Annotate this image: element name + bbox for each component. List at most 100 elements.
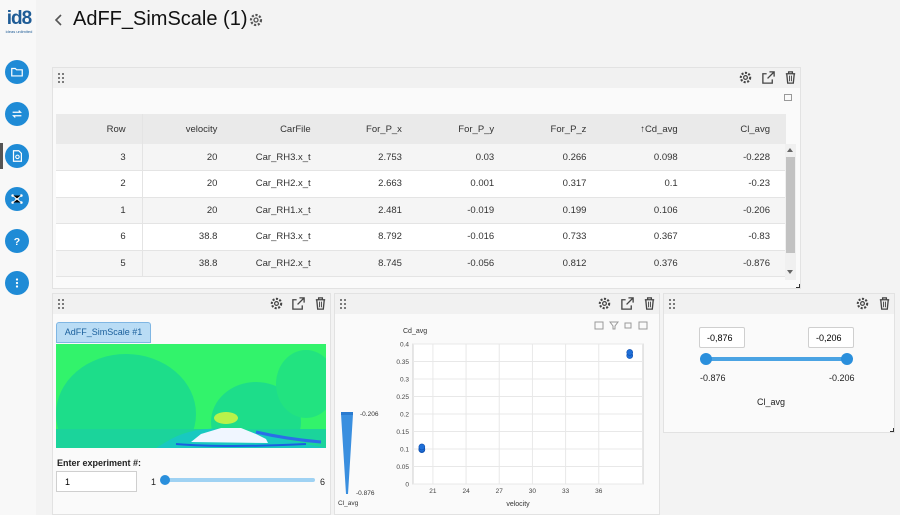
- column-header[interactable]: CarFile: [233, 114, 327, 144]
- scroll-down-arrow-icon[interactable]: [787, 270, 793, 274]
- copy-icon[interactable]: [624, 322, 632, 329]
- tab-simulation-1[interactable]: AdFF_SimScale #1: [56, 322, 151, 343]
- column-header[interactable]: Cl_avg: [693, 114, 786, 144]
- open-external-icon[interactable]: [620, 296, 635, 311]
- table-cell: -0.206: [693, 197, 786, 224]
- x-axis-label: velocity: [506, 501, 530, 508]
- table-cell: Car_RH3.x_t: [233, 144, 327, 171]
- column-header[interactable]: For_P_y: [417, 114, 511, 144]
- delete-icon[interactable]: [313, 296, 328, 311]
- range-max-label: -0.206: [829, 373, 855, 383]
- table-row[interactable]: 6 38.8 Car_RH3.x_t 8.792 -0.016 0.733 0.…: [56, 223, 786, 251]
- table-cell: 2.481: [326, 197, 418, 224]
- table-cell: 0.367: [602, 223, 694, 251]
- folder-icon: [11, 67, 23, 77]
- x-tick-label: 30: [529, 488, 537, 495]
- lasso-select-icon[interactable]: [609, 321, 619, 330]
- logo[interactable]: id8 ideas unlimited: [3, 9, 35, 35]
- delete-icon[interactable]: [642, 296, 657, 311]
- settings-gear-icon[interactable]: [248, 12, 264, 28]
- zoom-box-icon[interactable]: [594, 321, 604, 330]
- sidebar-item-transfer[interactable]: [5, 102, 29, 126]
- delete-icon[interactable]: [877, 296, 892, 311]
- range-slider-track[interactable]: [706, 357, 847, 361]
- resize-handle-icon[interactable]: [796, 284, 800, 288]
- experiment-slider-track[interactable]: [163, 478, 315, 482]
- color-legend-bar: [341, 414, 353, 494]
- panel-settings-icon[interactable]: [855, 296, 870, 311]
- y-tick-label: 0: [405, 482, 409, 489]
- open-external-icon[interactable]: [761, 70, 776, 85]
- panel-settings-icon[interactable]: [597, 296, 612, 311]
- sidebar-item-network[interactable]: [5, 187, 29, 211]
- column-header[interactable]: Row: [56, 114, 143, 144]
- table-row[interactable]: 5 38.8 Car_RH2.x_t 8.745 -0.056 0.812 0.…: [56, 250, 786, 277]
- table-cell: 2.753: [326, 144, 418, 171]
- collapse-icon[interactable]: [784, 94, 792, 101]
- table-cell: 0.106: [602, 197, 694, 224]
- reset-view-icon[interactable]: [638, 321, 648, 330]
- table-cell: -0.016: [417, 223, 511, 251]
- experiment-slider-max: 6: [320, 477, 326, 487]
- page-title: AdFF_SimScale (1): [73, 8, 248, 30]
- range-max-input[interactable]: [808, 327, 854, 348]
- y-tick-label: 0.2: [400, 412, 409, 419]
- panel-settings-icon[interactable]: [738, 70, 753, 85]
- y-tick-label: 0.4: [400, 342, 409, 349]
- panel-settings-icon[interactable]: [269, 296, 284, 311]
- table-row[interactable]: 2 20 Car_RH2.x_t 2.663 0.001 0.317 0.1 -…: [56, 170, 786, 198]
- scroll-up-arrow-icon[interactable]: [787, 148, 793, 152]
- column-header[interactable]: For_P_z: [510, 114, 603, 144]
- table-cell: 0.098: [602, 144, 694, 171]
- y-axis-label: Cd_avg: [403, 328, 427, 335]
- table-cell: 0.812: [510, 250, 603, 277]
- open-external-icon[interactable]: [291, 296, 306, 311]
- table-cell: 0.376: [602, 250, 694, 277]
- sidebar-item-more[interactable]: [5, 271, 29, 295]
- y-tick-label: 0.25: [396, 394, 409, 401]
- drag-handle-icon[interactable]: [339, 298, 347, 310]
- table-cell: 0.733: [510, 223, 603, 251]
- scroll-thumb[interactable]: [786, 157, 795, 253]
- column-header[interactable]: For_P_x: [326, 114, 418, 144]
- delete-icon[interactable]: [783, 70, 798, 85]
- drag-handle-icon[interactable]: [57, 72, 65, 84]
- resize-handle-icon[interactable]: [890, 428, 894, 432]
- experiment-input[interactable]: [56, 471, 137, 492]
- table-cell: Car_RH1.x_t: [233, 197, 327, 224]
- column-header-sorted[interactable]: ↑Cd_avg: [602, 114, 694, 144]
- table-row[interactable]: 3 20 Car_RH3.x_t 2.753 0.03 0.266 0.098 …: [56, 144, 786, 171]
- range-min-input[interactable]: [699, 327, 745, 348]
- flow-field-picture: [56, 344, 326, 448]
- experiment-slider-knob[interactable]: [160, 475, 170, 485]
- column-header[interactable]: velocity: [142, 114, 234, 144]
- x-tick-label: 33: [562, 488, 570, 495]
- table-cell: 2: [56, 170, 143, 198]
- table-cell: 5: [56, 250, 143, 277]
- range-slider-max-knob[interactable]: [841, 353, 853, 365]
- table-cell: -0.228: [693, 144, 786, 171]
- sidebar-item-folders[interactable]: [5, 60, 29, 84]
- table-row[interactable]: 1 20 Car_RH1.x_t 2.481 -0.019 0.199 0.10…: [56, 197, 786, 224]
- experiment-slider-min: 1: [151, 477, 157, 487]
- simulation-image: [56, 344, 326, 448]
- table-header-row: Row velocity CarFile For_P_x For_P_y For…: [56, 114, 786, 144]
- table-cell: 20: [142, 144, 234, 171]
- table-panel-header: [53, 68, 800, 88]
- table-cell: Car_RH3.x_t: [233, 223, 327, 251]
- table-cell: 38.8: [142, 223, 234, 251]
- sidebar-item-help[interactable]: ?: [5, 229, 29, 253]
- y-tick-label: 0.1: [400, 447, 409, 454]
- table-cell: -0.019: [417, 197, 511, 224]
- table-cell: 3: [56, 144, 143, 171]
- back-chevron-icon[interactable]: [52, 11, 66, 29]
- drag-handle-icon[interactable]: [668, 298, 676, 310]
- table-scrollbar[interactable]: [785, 144, 796, 280]
- range-field-label: Cl_avg: [757, 397, 786, 407]
- scatter-chart[interactable]: 0 0.05 0.1 0.15 0.2 0.25 0.3 0.35 0.4 21 24 27 30 33…: [336, 318, 658, 512]
- sidebar-item-documents[interactable]: [5, 144, 29, 168]
- range-slider-min-knob[interactable]: [700, 353, 712, 365]
- drag-handle-icon[interactable]: [57, 298, 65, 310]
- y-tick-label: 0.35: [396, 359, 409, 366]
- table-cell: 20: [142, 170, 234, 198]
